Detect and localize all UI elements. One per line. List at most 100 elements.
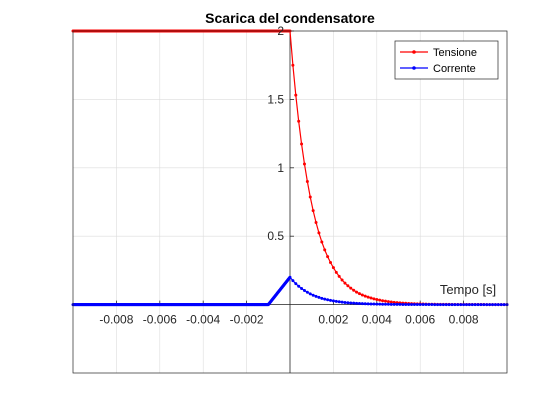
data-point xyxy=(297,284,301,288)
data-point xyxy=(320,240,324,244)
data-point xyxy=(343,281,347,285)
data-point xyxy=(372,302,376,306)
data-point xyxy=(317,295,321,299)
data-point xyxy=(386,300,390,304)
data-point xyxy=(329,260,333,264)
data-point xyxy=(383,302,387,306)
data-point xyxy=(305,290,309,294)
chart-title: Scarica del condensatore xyxy=(205,10,375,26)
x-tick-label: -0.004 xyxy=(186,313,220,327)
data-point xyxy=(502,303,506,307)
data-point xyxy=(375,302,379,306)
data-point xyxy=(294,93,298,97)
data-point xyxy=(418,303,422,307)
legend-entry-tensione: Tensione xyxy=(400,47,477,59)
data-point xyxy=(386,302,390,306)
y-tick-label: 0.5 xyxy=(267,229,284,243)
x-axis-label: Tempo [s] xyxy=(440,282,496,297)
data-point xyxy=(326,298,330,302)
legend-label: Tensione xyxy=(433,47,477,59)
data-point xyxy=(346,284,350,288)
data-point xyxy=(369,302,373,306)
data-point xyxy=(383,299,387,303)
data-point xyxy=(407,302,411,306)
data-point xyxy=(421,303,425,307)
data-point xyxy=(349,301,353,305)
x-tick-label: -0.008 xyxy=(99,313,133,327)
data-point xyxy=(329,298,333,302)
data-point xyxy=(317,231,321,235)
x-tick-label: 0.006 xyxy=(405,313,435,327)
y-tick-label: 1 xyxy=(277,161,284,175)
data-point xyxy=(441,303,445,307)
data-point xyxy=(438,303,442,307)
data-point xyxy=(366,302,370,306)
x-tick-label: 0.008 xyxy=(449,313,479,327)
data-point xyxy=(453,303,457,307)
data-point xyxy=(410,303,414,306)
data-point xyxy=(499,303,503,307)
data-point xyxy=(433,303,437,307)
data-point xyxy=(488,303,492,307)
x-tick-label: 0.004 xyxy=(362,313,392,327)
legend-swatch-marker xyxy=(412,66,416,70)
data-point xyxy=(378,298,382,302)
data-point xyxy=(331,299,335,303)
data-point xyxy=(314,221,318,225)
x-tick-label: -0.002 xyxy=(230,313,264,327)
data-point xyxy=(482,303,486,307)
data-point xyxy=(491,303,495,307)
data-point xyxy=(389,300,393,304)
data-point xyxy=(311,209,315,213)
series-layer xyxy=(71,29,509,307)
data-point xyxy=(302,162,306,166)
data-point xyxy=(389,302,393,306)
data-point xyxy=(412,303,416,307)
data-point xyxy=(360,293,364,297)
data-point xyxy=(331,266,335,270)
data-point xyxy=(320,296,324,300)
legend-swatch-marker xyxy=(412,50,416,54)
data-point xyxy=(392,302,396,306)
data-point xyxy=(334,299,338,303)
data-point xyxy=(470,303,474,307)
x-tick-label: 0.002 xyxy=(318,313,348,327)
data-point xyxy=(381,302,385,306)
plot-frame xyxy=(72,30,508,374)
data-point xyxy=(366,295,370,299)
data-point xyxy=(464,303,468,307)
data-point xyxy=(447,303,451,307)
y-tick-label: 1.5 xyxy=(267,92,284,106)
data-point xyxy=(294,282,298,286)
series-corrente xyxy=(71,275,509,307)
data-point xyxy=(496,303,500,307)
tick-labels: -0.008 -0.006 -0.004 -0.002 0.002 0.004 0.006 0… xyxy=(99,24,479,327)
data-point xyxy=(427,303,431,307)
data-point xyxy=(363,294,367,298)
data-point xyxy=(473,303,477,307)
data-point xyxy=(357,302,361,306)
data-point xyxy=(308,195,312,199)
data-point xyxy=(369,296,373,300)
x-tick-label: -0.006 xyxy=(143,313,177,327)
data-point xyxy=(323,248,327,252)
data-point xyxy=(381,299,385,303)
data-point xyxy=(450,303,454,307)
legend-entry-corrente: Corrente xyxy=(400,63,476,75)
data-point xyxy=(444,303,448,307)
data-point xyxy=(456,303,460,307)
data-point xyxy=(424,303,428,307)
data-point xyxy=(349,286,353,290)
data-point xyxy=(401,302,405,306)
data-point xyxy=(355,290,359,294)
data-point xyxy=(300,287,304,291)
data-point xyxy=(346,301,350,305)
data-point xyxy=(357,292,361,296)
data-point xyxy=(340,278,344,282)
data-point xyxy=(360,302,364,306)
data-point xyxy=(291,63,295,67)
data-point xyxy=(363,302,367,306)
data-point xyxy=(326,255,330,259)
data-point xyxy=(340,300,344,304)
data-point xyxy=(334,270,338,274)
